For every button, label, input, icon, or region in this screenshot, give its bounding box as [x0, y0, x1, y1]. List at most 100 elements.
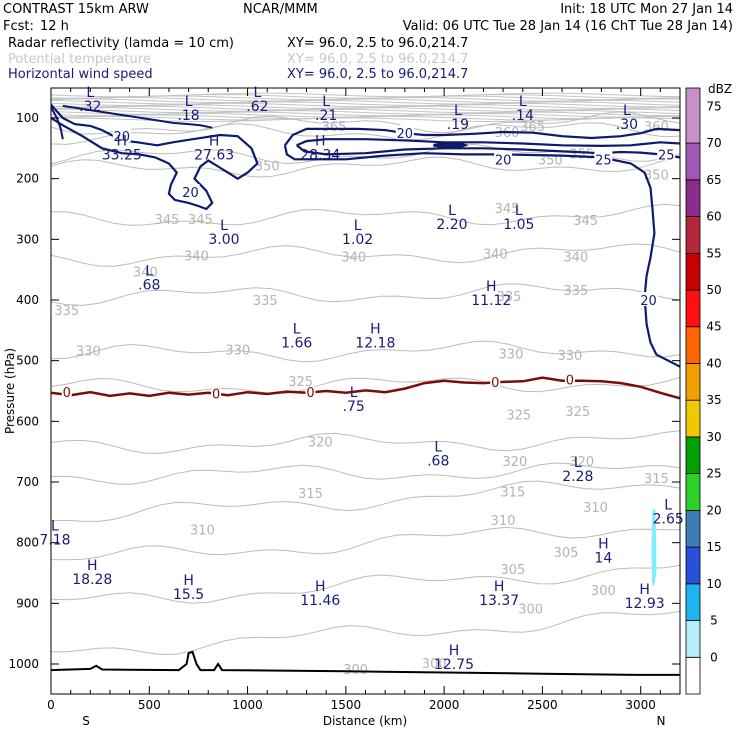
low-marker: L: [145, 264, 153, 280]
high-marker: H: [87, 558, 98, 574]
colorbar-tick-label: 65: [706, 173, 721, 187]
extremum-value: .68: [427, 454, 449, 470]
y-tick-label: 800: [16, 536, 39, 550]
colorbar-tick-label: 15: [706, 540, 721, 554]
zero-isotherm-line: [51, 376, 680, 400]
extremum-value: .30: [616, 117, 638, 133]
theta-label: 340: [184, 249, 209, 264]
x-tick-label: 3000: [625, 698, 656, 712]
theta-label: 320: [569, 455, 594, 470]
theta-label: 300: [422, 657, 447, 672]
low-marker: L: [350, 385, 358, 401]
extremum-value: .21: [315, 108, 337, 124]
x-tick-label: 500: [138, 698, 161, 712]
wind-contour-label: 20: [113, 130, 130, 145]
theta-line: [51, 243, 680, 267]
reflectivity-fill: [651, 509, 657, 586]
y-tick-label: 600: [16, 414, 39, 428]
colorbar-tick-label: 20: [706, 503, 721, 517]
low-marker: L: [515, 203, 523, 219]
terrain-line: [51, 650, 680, 676]
theta-label: 345: [573, 214, 598, 229]
high-marker: H: [598, 537, 609, 553]
low-marker: L: [322, 94, 330, 110]
wind-contour-15: [51, 106, 64, 140]
extremum-value: .14: [512, 108, 534, 124]
theta-label: 335: [253, 294, 278, 309]
wind-contour-label: 25: [658, 148, 675, 163]
wind-contour-20: [284, 127, 680, 146]
extremum-value: .75: [343, 399, 365, 415]
field-1-xy: XY= 96.0, 2.5 to 96.0,214.7: [287, 36, 468, 51]
high-marker: H: [209, 133, 220, 149]
extremum-value: 18.28: [72, 572, 112, 588]
theta-label: 300: [591, 584, 616, 599]
theta-line: [51, 111, 680, 135]
colorbar-segment: [685, 509, 701, 548]
wind-label-bg: [657, 146, 676, 161]
theta-label: 320: [308, 436, 333, 451]
colorbar-segment: [685, 142, 701, 181]
theta-label: 365: [520, 120, 545, 135]
theta-label: 315: [298, 487, 323, 502]
zero-isotherm-label: 0: [306, 386, 314, 401]
wind-label-bg: [594, 151, 613, 166]
low-marker: L: [86, 85, 94, 101]
wind-contour-20: [51, 103, 259, 211]
colorbar-segment: [685, 87, 701, 144]
high-marker: H: [486, 279, 497, 295]
wind-label-bg: [112, 128, 131, 143]
extremum-value: 33.25: [102, 147, 142, 163]
theta-label: 365: [322, 120, 347, 135]
theta-label: 310: [583, 501, 608, 516]
zero-label-bg: [211, 388, 222, 400]
extremum-value: 2.65: [653, 511, 684, 527]
colorbar-tick-label: 40: [706, 356, 721, 370]
colorbar-tick-label: 60: [706, 210, 721, 224]
extremum-value: 1.05: [503, 217, 534, 233]
extremum-value: 15.5: [173, 587, 204, 603]
theta-line: [51, 430, 680, 454]
extremum-value: 2.28: [562, 469, 593, 485]
y-tick-label: 1000: [8, 657, 39, 671]
low-marker: L: [51, 519, 59, 535]
theta-label: 340: [341, 251, 366, 266]
theta-line: [51, 526, 680, 561]
center-label: NCAR/MMM: [243, 2, 318, 17]
wind-contour-25: [296, 144, 680, 159]
colorbar-tick-label: 10: [706, 577, 721, 591]
forecast-hour: 12 h: [40, 19, 69, 34]
extremum-value: 1.02: [342, 232, 373, 248]
terrain-surface: [51, 650, 680, 676]
wind-contour-label: 20: [397, 127, 414, 142]
theta-line-upper: [51, 99, 680, 105]
theta-label: 315: [501, 485, 526, 500]
y-axis-label: Pressure (hPa): [3, 348, 17, 434]
wind-contour-20: [283, 145, 680, 368]
y-tick-label: 700: [16, 475, 39, 489]
extremum-value: 7.18: [39, 533, 70, 549]
extremum-value: 11.46: [300, 593, 340, 609]
theta-line: [51, 340, 680, 363]
low-marker: L: [354, 218, 362, 234]
north-label: N: [657, 714, 666, 728]
extremum-value: .18: [177, 108, 199, 124]
x-tick-label: 1500: [331, 698, 362, 712]
zero-isotherm-label: 0: [566, 374, 574, 389]
colorbar-tick-label: 70: [706, 136, 721, 150]
extremum-value: .19: [447, 117, 469, 133]
theta-label: 350: [644, 169, 669, 184]
colorbar-tick-label: 55: [706, 246, 721, 260]
high-marker: H: [183, 573, 194, 589]
colorbar-tick-label: 35: [706, 393, 721, 407]
theta-line: [51, 283, 680, 306]
colorbar-segment: [685, 326, 701, 364]
forecast-label: Fcst:: [3, 19, 34, 34]
colorbar-segment: [685, 620, 701, 658]
theta-label: 315: [644, 472, 669, 487]
axes: 0 500 1000 1500 2000 2500 30001002003004005006…: [8, 88, 681, 712]
theta-label: 335: [497, 290, 522, 305]
theta-label: 345: [188, 213, 213, 228]
